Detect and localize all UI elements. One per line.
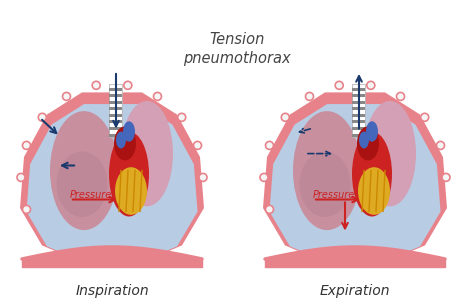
Ellipse shape <box>396 92 404 100</box>
Bar <box>109 101 122 104</box>
Ellipse shape <box>121 101 173 206</box>
Ellipse shape <box>124 81 132 89</box>
Polygon shape <box>263 92 447 259</box>
Bar <box>109 94 122 97</box>
Ellipse shape <box>300 151 350 217</box>
Ellipse shape <box>358 167 390 215</box>
Text: Pressure: Pressure <box>70 189 112 199</box>
Ellipse shape <box>367 81 375 89</box>
Ellipse shape <box>116 132 126 148</box>
Ellipse shape <box>22 141 30 150</box>
Ellipse shape <box>63 92 71 100</box>
Ellipse shape <box>114 126 136 161</box>
Bar <box>353 114 365 117</box>
Bar <box>353 107 365 110</box>
Bar <box>353 134 365 136</box>
Ellipse shape <box>123 121 135 142</box>
Ellipse shape <box>364 101 416 206</box>
Ellipse shape <box>306 92 313 100</box>
Ellipse shape <box>38 113 46 121</box>
Bar <box>109 134 122 136</box>
Bar <box>353 88 365 91</box>
Ellipse shape <box>442 173 450 181</box>
Polygon shape <box>20 92 204 259</box>
Ellipse shape <box>293 111 361 230</box>
Bar <box>109 114 122 117</box>
Ellipse shape <box>154 92 162 100</box>
Bar <box>353 94 365 97</box>
Ellipse shape <box>199 173 207 181</box>
Ellipse shape <box>437 141 445 150</box>
Bar <box>353 101 365 104</box>
Ellipse shape <box>50 111 118 230</box>
Bar <box>109 107 122 110</box>
Ellipse shape <box>56 151 108 217</box>
Bar <box>109 88 122 91</box>
Bar <box>109 84 122 136</box>
Bar <box>353 120 365 123</box>
Ellipse shape <box>359 132 369 148</box>
Ellipse shape <box>193 141 201 150</box>
Polygon shape <box>269 104 440 259</box>
Ellipse shape <box>178 113 186 121</box>
Polygon shape <box>27 104 198 259</box>
Ellipse shape <box>335 81 343 89</box>
Ellipse shape <box>352 132 392 216</box>
Ellipse shape <box>357 126 379 161</box>
Ellipse shape <box>115 167 147 215</box>
Ellipse shape <box>281 113 289 121</box>
Bar <box>109 120 122 123</box>
Bar <box>353 84 365 136</box>
Ellipse shape <box>22 206 30 213</box>
Ellipse shape <box>260 173 268 181</box>
Ellipse shape <box>366 121 378 142</box>
Text: Pressure: Pressure <box>313 189 355 199</box>
Text: Tension
pneumothorax: Tension pneumothorax <box>183 32 291 66</box>
Ellipse shape <box>17 173 25 181</box>
Ellipse shape <box>109 132 149 216</box>
Bar <box>109 127 122 130</box>
Ellipse shape <box>92 81 100 89</box>
Text: Expiration: Expiration <box>320 284 390 298</box>
Ellipse shape <box>265 206 273 213</box>
Bar <box>353 127 365 130</box>
Ellipse shape <box>421 113 428 121</box>
Text: Inspiration: Inspiration <box>75 284 149 298</box>
Ellipse shape <box>265 141 273 150</box>
